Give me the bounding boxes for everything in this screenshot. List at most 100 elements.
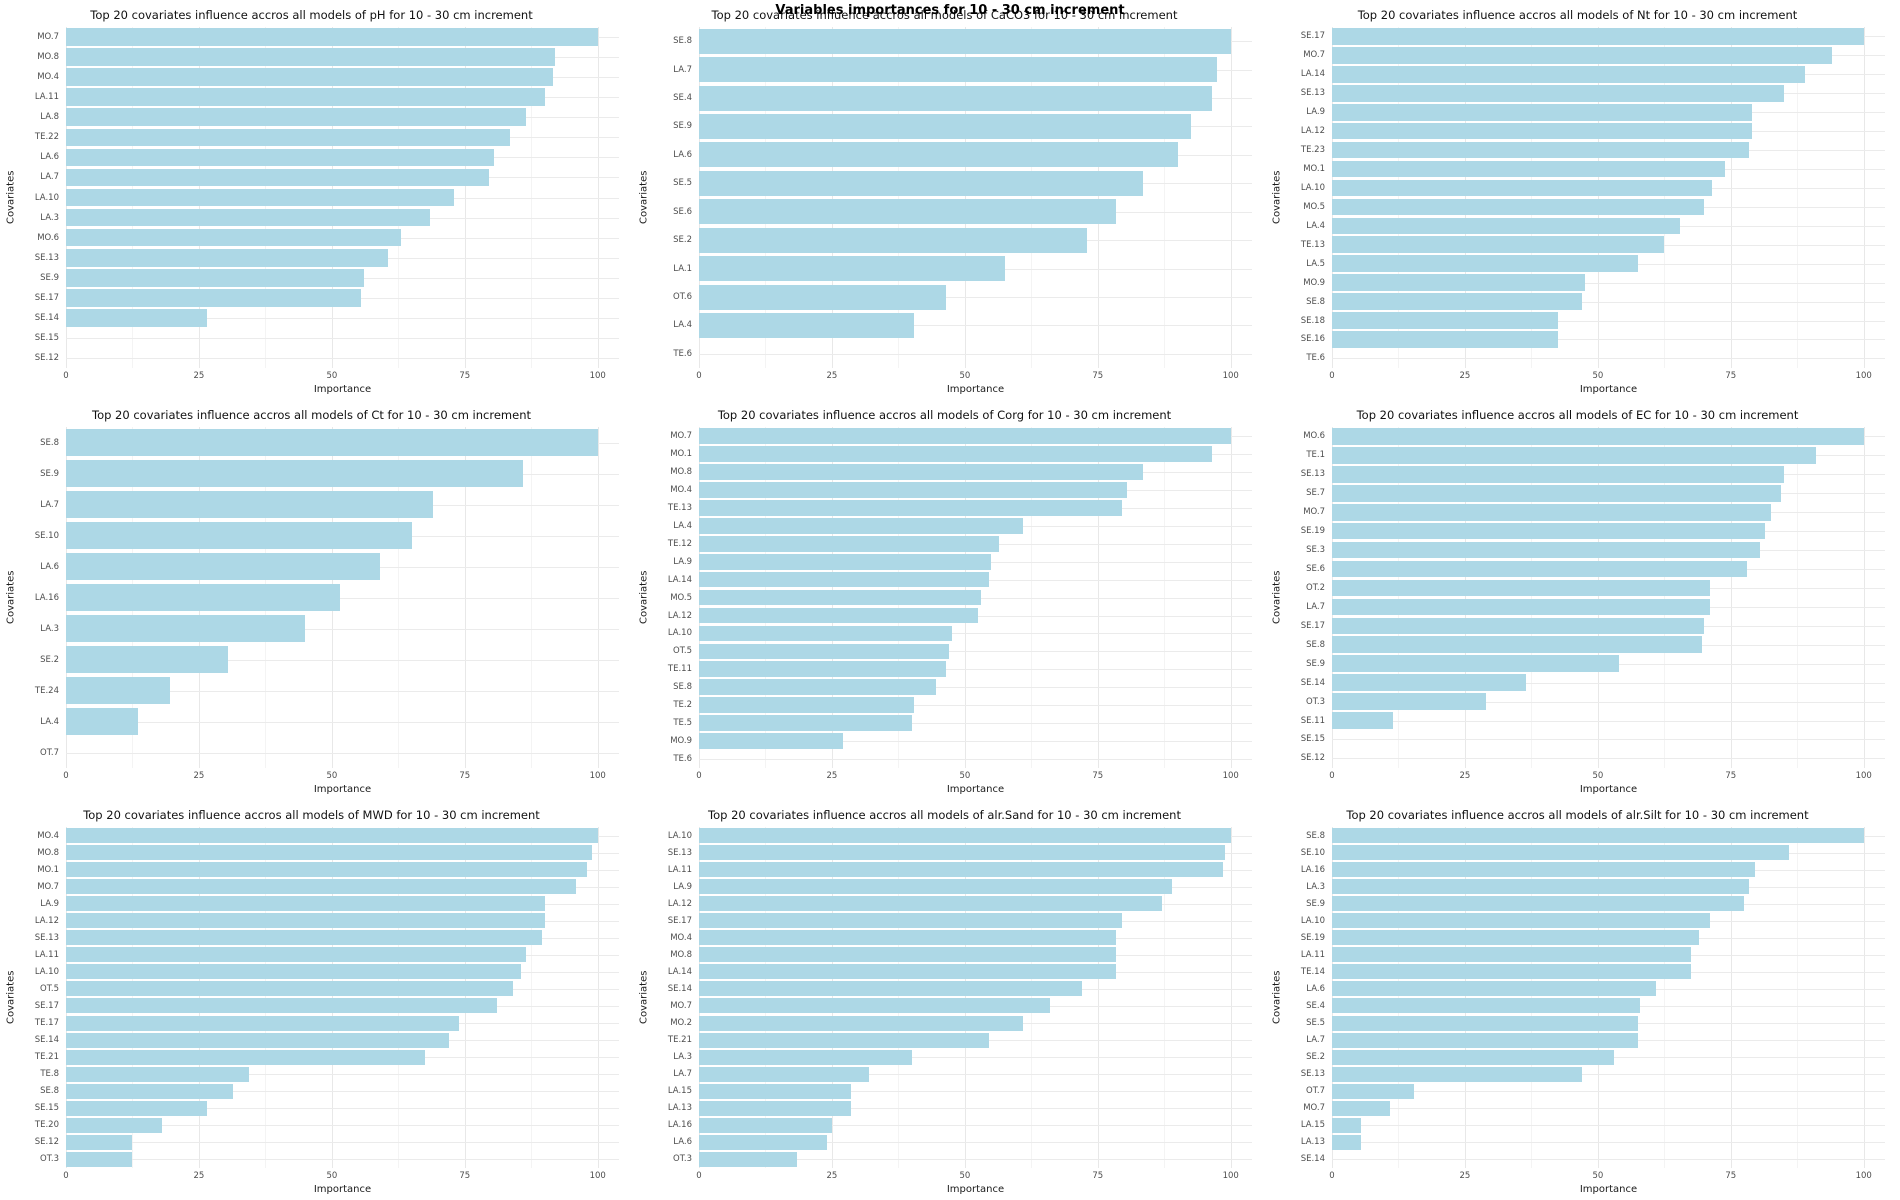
bar-LA.6: [1332, 981, 1657, 997]
bar-LA.6: [699, 1134, 827, 1150]
bar-row: [1332, 197, 1885, 216]
y-tick-label: LA.10: [1300, 915, 1325, 926]
bar-MO.7: [1332, 47, 1832, 64]
category-gridline: [699, 1125, 1252, 1127]
y-tick-label: MO.7: [1303, 1103, 1325, 1114]
y-tick-labels: SE.8 LA.7 SE.4 SE.9 LA.6 SE.5 SE.6 SE.2 LA.1 OT.6…: [651, 27, 699, 368]
chart-body: Covariates SE.8 LA.7 SE.4 SE.9 LA.6 SE.5 SE.6 SE…: [637, 27, 1252, 398]
bar-row: [699, 226, 1252, 254]
y-tick-label: MO.1: [37, 864, 59, 875]
bar-row: [66, 167, 619, 187]
chart-body: Covariates LA.10 SE.13 LA.11 LA.9 LA.12 SE.17 M…: [637, 827, 1252, 1198]
y-axis-label: Covariates: [5, 170, 17, 225]
bar-SE.13: [66, 248, 388, 267]
y-tick-label: TE.12: [667, 538, 692, 549]
x-tick-label: 100: [589, 371, 606, 381]
gridline-minor: [898, 27, 900, 368]
bar-row: [1332, 654, 1885, 673]
bar-LA.14: [1332, 66, 1806, 83]
bar-row: [1332, 878, 1885, 895]
category-gridline: [66, 1091, 619, 1093]
category-gridline: [699, 669, 1252, 671]
bar-row: [1332, 179, 1885, 198]
bar-row: [66, 878, 619, 895]
bar-rows: [1332, 827, 1885, 1168]
bar-SE.9: [66, 459, 524, 488]
bar-row: [699, 169, 1252, 197]
bar-MO.4: [699, 930, 1117, 946]
y-tick-label: LA.10: [667, 628, 692, 639]
bar-LA.7: [66, 168, 489, 187]
category-gridline: [66, 597, 619, 599]
gridline-major: [1863, 27, 1865, 368]
bar-rows: [699, 827, 1252, 1168]
category-gridline: [699, 723, 1252, 725]
category-gridline: [1332, 301, 1885, 303]
y-tick-label: SE.14: [1300, 677, 1325, 688]
gridline-minor: [1398, 827, 1400, 1168]
bar-row: [1332, 560, 1885, 579]
bar-SE.2: [1332, 1049, 1614, 1065]
category-gridline: [1332, 282, 1885, 284]
y-tick-labels: MO.4 MO.8 MO.1 MO.7 LA.9 LA.12 SE.13 LA.11 LA.10…: [18, 827, 66, 1168]
gridline-minor: [1031, 827, 1033, 1168]
bar-row: [66, 963, 619, 980]
chart-panel-MWD: Top 20 covariates influence accros all m…: [0, 800, 633, 1200]
x-tick-labels: 0 25 50 75 100: [696, 768, 1252, 783]
bar-row: [1332, 292, 1885, 311]
bar-LA.12: [699, 896, 1162, 912]
gridline-major: [831, 827, 833, 1168]
y-tick-label: LA.9: [673, 881, 692, 892]
category-gridline: [66, 752, 619, 754]
category-gridline: [699, 759, 1252, 761]
category-gridline: [66, 1142, 619, 1144]
y-tick-label: TE.20: [34, 1120, 59, 1131]
bar-row: [66, 551, 619, 582]
bar-row: [66, 675, 619, 706]
gridline-major: [1230, 27, 1232, 368]
bar-row: [66, 427, 619, 458]
bar-LA.3: [66, 208, 431, 227]
bar-SE.4: [1332, 998, 1641, 1014]
y-tick-label: SE.8: [1306, 639, 1325, 650]
plot-area: [699, 427, 1252, 768]
y-tick-label: MO.4: [670, 484, 692, 495]
y-tick-label: LA.8: [40, 112, 59, 123]
bar-TE.21: [66, 1049, 425, 1065]
bar-MO.5: [1332, 198, 1705, 216]
bar-OT.3: [699, 1151, 798, 1167]
y-tick-label: MO.8: [37, 847, 59, 858]
y-tick-label: LA.4: [1306, 220, 1325, 231]
bar-MO.7: [1332, 1100, 1391, 1116]
bar-MO.8: [66, 845, 593, 861]
bar-MO.2: [699, 1015, 1024, 1031]
bar-row: [1332, 980, 1885, 997]
gridline-major: [1332, 27, 1333, 368]
bar-row: [66, 997, 619, 1014]
chart-panel-CaCO3: Top 20 covariates influence accros all m…: [633, 0, 1266, 400]
y-tick-label: SE.8: [1306, 830, 1325, 841]
y-tick-label: SE.4: [1306, 1000, 1325, 1011]
category-gridline: [699, 741, 1252, 743]
y-tick-label: MO.9: [670, 736, 692, 747]
gridline-minor: [1164, 827, 1166, 1168]
y-tick-label: SE.12: [34, 1137, 59, 1148]
gridline-minor: [265, 827, 267, 1168]
chart-panel-pH: Top 20 covariates influence accros all m…: [0, 0, 633, 400]
y-tick-label: SE.13: [1300, 1069, 1325, 1080]
bar-row: [66, 929, 619, 946]
gridline-major: [1097, 27, 1099, 368]
y-tick-label: SE.9: [40, 272, 59, 283]
y-tick-label: SE.9: [1306, 898, 1325, 909]
y-tick-label: SE.11: [1300, 715, 1325, 726]
bar-row: [66, 1049, 619, 1066]
bar-row: [1332, 1015, 1885, 1032]
bar-SE.8: [699, 679, 936, 696]
gridline-major: [66, 827, 67, 1168]
bar-row: [1332, 465, 1885, 484]
gridline-minor: [898, 827, 900, 1168]
bar-row: [699, 878, 1252, 895]
y-tick-label: SE.13: [1300, 469, 1325, 480]
plot-area: [66, 27, 619, 368]
